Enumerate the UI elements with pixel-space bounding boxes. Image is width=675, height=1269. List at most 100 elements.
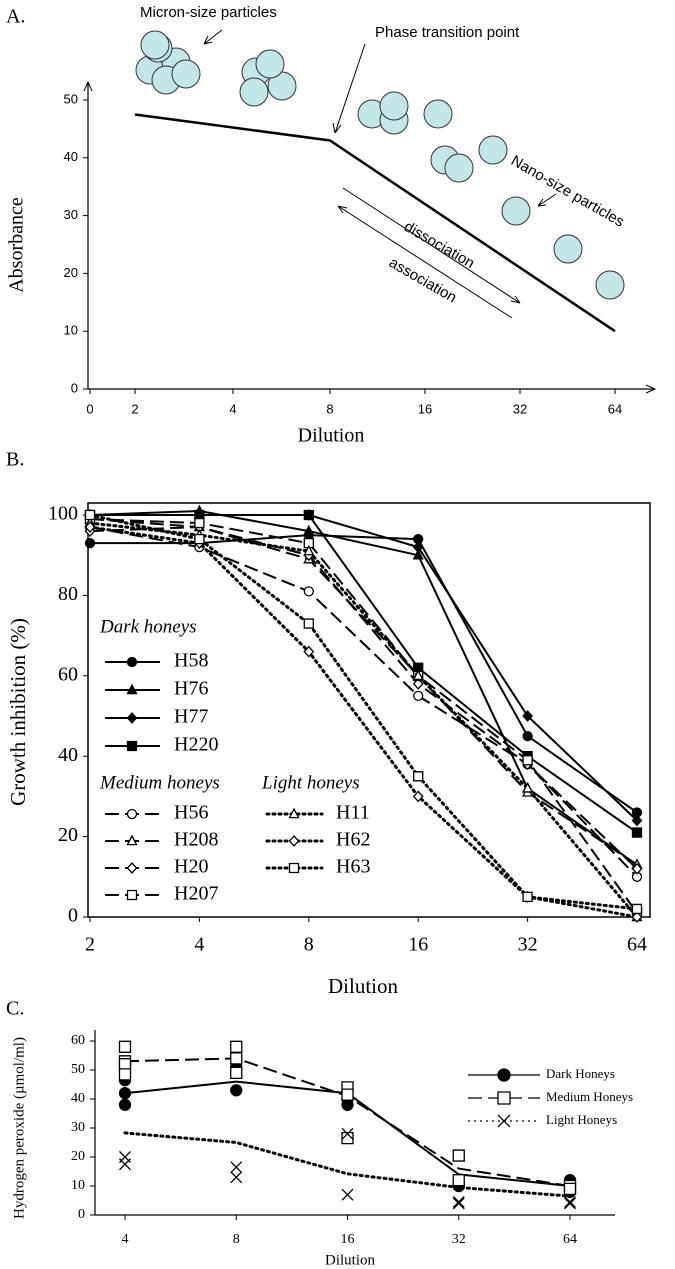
annotation: Micron-size particles [140, 4, 277, 21]
y-tick-label: 20 [71, 1149, 85, 1164]
data-point [303, 618, 314, 629]
data-point [522, 782, 534, 793]
y-tick-label: 40 [64, 149, 78, 164]
data-point [412, 677, 424, 690]
x-tick-label: 0 [86, 401, 93, 416]
annotation: Phase transition point [375, 24, 520, 41]
x-tick-label: 4 [122, 1232, 129, 1247]
annotation-arrows [203, 29, 557, 319]
y-tick-label: 50 [71, 1062, 85, 1077]
x-tick-label: 8 [326, 401, 333, 416]
series-line [89, 526, 638, 878]
legend-marker [288, 807, 300, 819]
micron-particles [135, 30, 297, 107]
axis-arrow [83, 80, 657, 394]
data-point [452, 1174, 465, 1187]
data-point [341, 1098, 354, 1111]
x-tick-label: 8 [233, 1232, 240, 1247]
legend-label: Medium Honeys [546, 1089, 633, 1104]
data-point [412, 541, 424, 554]
data-point [118, 1068, 132, 1081]
y-tick-label: 20 [58, 824, 78, 846]
panel-label: C. [6, 998, 24, 1020]
data-point [564, 1195, 576, 1208]
x-tick-label: 16 [418, 401, 432, 416]
legend-label: H208 [174, 829, 218, 851]
data-point [412, 548, 424, 560]
data-point [563, 1182, 577, 1196]
y-tick-label: 30 [64, 207, 78, 222]
data-point [452, 1195, 465, 1208]
x-tick-label: 32 [513, 401, 527, 416]
y-axis-label: Absorbance [6, 197, 28, 293]
data-point [230, 1066, 243, 1080]
nano-particles [357, 91, 625, 300]
data-point [230, 1052, 243, 1065]
legend-label: H77 [174, 706, 208, 728]
legend-group-title: Medium honeys [99, 772, 220, 793]
y-tick-label: 0 [78, 1207, 85, 1222]
legend-marker [126, 683, 138, 695]
y-tick-label: 40 [58, 744, 78, 766]
data-point [194, 533, 205, 545]
legend-label: H11 [336, 802, 370, 824]
x-tick-label: 4 [194, 934, 204, 956]
legend-marker [126, 656, 138, 668]
y-tick-label: 0 [68, 905, 78, 927]
data-point [413, 690, 424, 702]
x-tick-label: 64 [627, 934, 647, 956]
y-tick-label: 60 [71, 1033, 85, 1048]
legend-label: H220 [174, 734, 218, 756]
data-point [230, 1161, 243, 1174]
data-point [303, 645, 315, 658]
x-axis-label: Dilution [328, 974, 399, 998]
legend-marker [126, 889, 138, 901]
legend-group-title: Dark honeys [99, 616, 197, 637]
data-point [522, 755, 533, 766]
legend-label: H62 [336, 829, 370, 851]
y-tick-label: 40 [71, 1091, 85, 1106]
legend-group-title: Light honeys [261, 772, 360, 793]
y-tick-label: 0 [71, 380, 78, 395]
legend-label: H63 [336, 856, 370, 878]
data-point [118, 1098, 132, 1111]
y-tick-label: 10 [64, 323, 78, 338]
data-point [341, 1088, 354, 1101]
legend-marker [497, 1068, 511, 1082]
legend-label: H207 [174, 883, 218, 905]
series-line [89, 526, 638, 870]
legend-marker [126, 834, 138, 846]
legend-marker [288, 835, 300, 847]
legend-label: H20 [174, 856, 208, 878]
data-point [84, 537, 96, 549]
y-tick-label: 30 [71, 1120, 85, 1135]
data-point [118, 1087, 132, 1100]
series-line [88, 521, 639, 919]
data-point [303, 537, 314, 549]
data-point [452, 1197, 465, 1210]
legend-label: H76 [174, 678, 208, 700]
data-point [631, 911, 643, 923]
data-point [412, 669, 424, 681]
y-tick-label: 60 [58, 663, 78, 685]
y-tick-label: 50 [64, 91, 78, 106]
panel-label: A. [6, 6, 25, 28]
series-line [89, 518, 638, 914]
legend-marker [288, 862, 300, 874]
data-point [303, 544, 315, 556]
y-tick-label: 100 [48, 503, 78, 525]
x-tick-label: 2 [131, 401, 138, 416]
data-point [303, 509, 314, 521]
data-point [631, 814, 643, 827]
data-point [341, 1188, 354, 1201]
x-tick-label: 16 [341, 1232, 355, 1247]
series-line [90, 534, 638, 814]
data-point [303, 586, 314, 597]
series-line [123, 1131, 572, 1198]
series-line [90, 514, 638, 834]
data-point [522, 710, 533, 722]
series-line [88, 513, 639, 911]
data-point [118, 1058, 132, 1071]
data-point [631, 827, 643, 838]
